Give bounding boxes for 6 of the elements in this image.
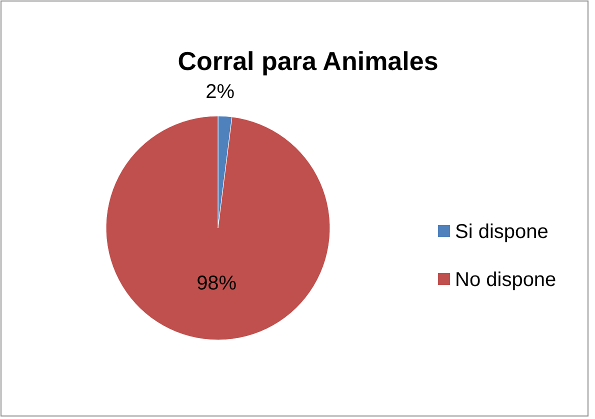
data-label: 2% [206,81,235,104]
legend-label: Si dispone [455,221,548,243]
chart-title: Corral para Animales [178,46,438,76]
legend-label: No dispone [455,269,556,291]
data-label: 98% [196,272,237,295]
pie-slice [106,116,330,340]
